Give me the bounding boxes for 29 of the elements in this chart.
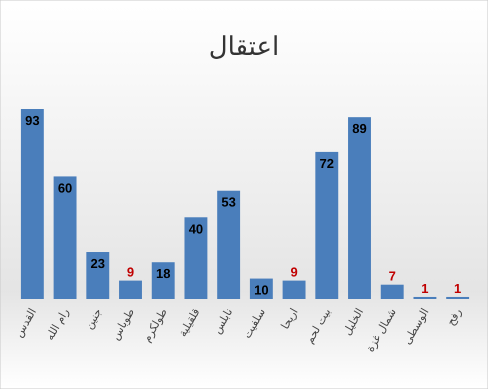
data-label: 1 [421, 280, 429, 296]
x-tick-label: القدس [12, 306, 39, 340]
x-tick-label: بيت لحم [302, 306, 334, 346]
x-tick-label: طوباس [108, 306, 138, 342]
data-label: 10 [254, 282, 269, 298]
x-tick-label: اريحا [278, 306, 301, 332]
data-label: 60 [58, 180, 72, 196]
chart-title: اعتقال [208, 32, 280, 62]
data-label: 9 [126, 264, 134, 280]
x-tick-label: نابلس [210, 306, 236, 336]
data-label: 23 [90, 256, 106, 272]
data-label: 72 [320, 156, 334, 171]
data-label: 89 [352, 121, 367, 136]
data-label: 9 [290, 264, 298, 280]
x-tick-label: طولكرم [140, 306, 170, 344]
x-tick-label: رفح [444, 306, 464, 328]
x-tick-label: شمال غزة [364, 306, 399, 354]
data-label: 18 [156, 266, 170, 282]
data-label: 7 [388, 268, 396, 284]
data-label: 53 [221, 194, 236, 210]
x-tick-label: الوسطى [400, 306, 432, 347]
data-label: 93 [25, 113, 40, 128]
x-tick-label: جنين [82, 306, 104, 332]
data-label: 40 [188, 221, 204, 236]
x-tick-label: رام الله [43, 306, 72, 342]
x-tick-label: الخليل [340, 306, 366, 338]
x-tick-label: قلقيلية [176, 306, 203, 340]
data-label: 1 [454, 280, 462, 296]
x-tick-label: سلفيت [240, 306, 268, 341]
